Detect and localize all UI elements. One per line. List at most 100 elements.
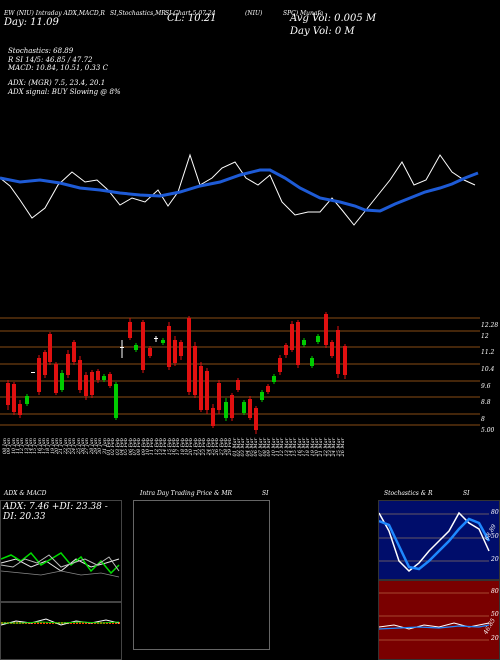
stoch-level-20: 20 <box>491 556 499 563</box>
title-part-2: SI,Stochastics,MR <box>110 10 166 17</box>
macd-signal-line <box>1 621 120 624</box>
candle-body <box>236 380 240 390</box>
stoch-level-80: 80 <box>491 509 499 516</box>
adx-values: ADX: 7.46 +DI: 23.38 -DI: 20.33 <box>3 502 108 522</box>
candle-body <box>31 372 35 373</box>
rsi-level-50: 50 <box>491 611 499 618</box>
close-price-left: Day: 11.09 <box>4 17 59 28</box>
stochastics-panel: 80 50 20 68.89 <box>378 500 500 580</box>
macd-line <box>1 618 120 626</box>
candle-body <box>96 371 100 380</box>
price-label-9-6: 9.6 <box>481 383 491 390</box>
candle-body <box>37 358 41 392</box>
candle-body <box>48 334 52 362</box>
adx-baseline <box>1 570 120 578</box>
adx-panel-title: ADX & MACD <box>4 490 47 497</box>
candle-body <box>217 383 221 410</box>
candle-body <box>278 358 282 372</box>
price-label-8: 8 <box>481 416 485 423</box>
chart-title: EW (NIU) Intraday ADX,MACD,R <box>4 10 105 17</box>
candle-body <box>108 374 112 386</box>
candle-body <box>310 358 314 366</box>
intraday-panel <box>133 500 270 650</box>
candle-body <box>205 371 209 410</box>
stoch-level-50: 50 <box>491 533 499 540</box>
candle-body <box>199 366 203 410</box>
candle-body <box>316 336 320 342</box>
candle-body <box>18 404 22 415</box>
candle-body <box>330 342 334 356</box>
intraday-panel-title: Intra Day Trading Price & MR <box>140 490 233 497</box>
stochastics-plot <box>379 511 491 573</box>
rsi-plot <box>379 592 490 641</box>
intraday-panel-title-2: SI <box>262 490 269 497</box>
candle-body <box>167 326 171 367</box>
stoch-k-line <box>379 511 490 573</box>
avg-volume: Avg Vol: 0.005 M <box>290 13 377 24</box>
candle-body <box>43 352 47 375</box>
title-part-4: (NIU) <box>245 10 263 17</box>
candle-body <box>179 342 183 356</box>
candle-body <box>173 340 177 363</box>
rsi-panel: 80 50 20 46.85 <box>378 580 500 660</box>
price-line <box>0 153 476 226</box>
date-axis: 08 Jan 09 Jan 10 Jan 11 Jan 12 Jan 13 Jan 14 J… <box>0 438 500 483</box>
candle-body <box>242 402 246 413</box>
macd-readout: MACD: 10.84, 10.51, 0.33 C <box>8 64 108 72</box>
candle-body <box>25 396 29 404</box>
candle-body <box>114 384 118 418</box>
candle-body <box>193 346 197 395</box>
stoch-panel-title-2: SI <box>463 490 470 497</box>
rsi-average-line <box>379 624 490 630</box>
candle-body <box>134 345 138 350</box>
macd-panel <box>0 602 122 660</box>
candle-body <box>254 408 258 430</box>
candle-body <box>120 347 124 348</box>
candle-body <box>284 345 288 355</box>
candle-body <box>72 342 76 362</box>
candle-body <box>211 408 215 426</box>
price-label-5-00: 5.00 <box>481 427 495 434</box>
candle-body <box>154 338 158 339</box>
candle-body <box>248 399 252 418</box>
candle-body <box>296 322 300 365</box>
price-label-12: 12 <box>481 333 489 340</box>
candle-body <box>230 395 234 418</box>
title-part-5: SPC) Munafa <box>283 10 324 17</box>
close-price: CL: 10.21 <box>167 13 217 24</box>
macd-plot <box>1 618 121 626</box>
candle-body <box>78 360 82 390</box>
candle-body <box>148 348 152 356</box>
candle-body <box>336 330 340 374</box>
candle-body <box>12 384 16 412</box>
title-part-3: SI Chart 5.07.24 <box>165 10 216 17</box>
candle-body <box>224 402 228 418</box>
rsi-line <box>379 622 490 630</box>
candle-body <box>6 383 10 405</box>
stoch-d-line <box>379 517 491 571</box>
candle-body <box>54 364 58 393</box>
title-part-1: EW (NIU) Intraday ADX,MACD,R <box>4 10 105 17</box>
candle-body <box>324 314 328 345</box>
candle-body <box>343 346 347 375</box>
candle-body <box>266 386 270 392</box>
candle-body <box>102 376 106 380</box>
candle-body <box>128 322 132 338</box>
adx-signal-readout: ADX signal: BUY Slowing @ 8% <box>8 88 121 96</box>
price-label-12-28: 12.28 <box>481 322 499 329</box>
candle-body <box>161 340 165 343</box>
moving-average-line <box>0 168 479 213</box>
stoch-panel-title: Stochastics & R <box>384 490 433 497</box>
minus-di-line <box>1 554 120 572</box>
day-volume: Day Vol: 0 M <box>290 26 355 37</box>
rsi-level-80: 80 <box>491 588 499 595</box>
price-label-11-2: 11.2 <box>481 349 495 356</box>
candle-body <box>66 354 70 375</box>
candle-body <box>90 372 94 395</box>
candle-body <box>187 318 191 392</box>
candle-body <box>290 324 294 350</box>
rsi-readout: R SI 14/5: 46.85 / 47.72 <box>8 56 93 64</box>
candle-body <box>84 375 88 396</box>
adx-panel: ADX: 7.46 +DI: 23.38 -DI: 20.33 <box>0 500 122 602</box>
candle-body <box>60 373 64 390</box>
